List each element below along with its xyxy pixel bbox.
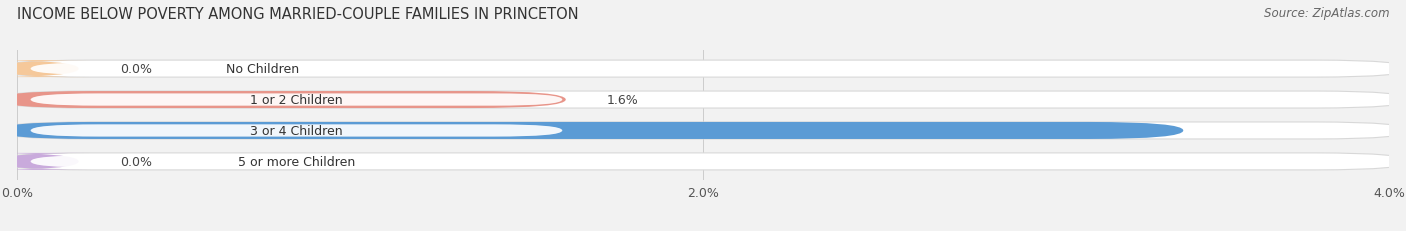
FancyBboxPatch shape (0, 153, 90, 170)
Text: 3 or 4 Children: 3 or 4 Children (250, 125, 343, 137)
FancyBboxPatch shape (0, 92, 1406, 109)
FancyBboxPatch shape (0, 61, 90, 78)
FancyBboxPatch shape (0, 153, 1406, 170)
FancyBboxPatch shape (31, 125, 562, 137)
FancyBboxPatch shape (0, 92, 565, 109)
FancyBboxPatch shape (0, 61, 1406, 78)
Text: INCOME BELOW POVERTY AMONG MARRIED-COUPLE FAMILIES IN PRINCETON: INCOME BELOW POVERTY AMONG MARRIED-COUPL… (17, 7, 578, 22)
Text: Source: ZipAtlas.com: Source: ZipAtlas.com (1264, 7, 1389, 20)
Text: 5 or more Children: 5 or more Children (238, 155, 356, 168)
Text: 0.0%: 0.0% (120, 155, 152, 168)
FancyBboxPatch shape (0, 122, 1184, 139)
Text: 1.6%: 1.6% (607, 94, 638, 106)
Text: 1 or 2 Children: 1 or 2 Children (250, 94, 343, 106)
FancyBboxPatch shape (0, 122, 1406, 139)
FancyBboxPatch shape (31, 63, 494, 75)
FancyBboxPatch shape (31, 156, 562, 168)
Text: 3.4%: 3.4% (1330, 125, 1361, 137)
Text: 0.0%: 0.0% (120, 63, 152, 76)
FancyBboxPatch shape (31, 94, 562, 106)
Text: No Children: No Children (225, 63, 298, 76)
